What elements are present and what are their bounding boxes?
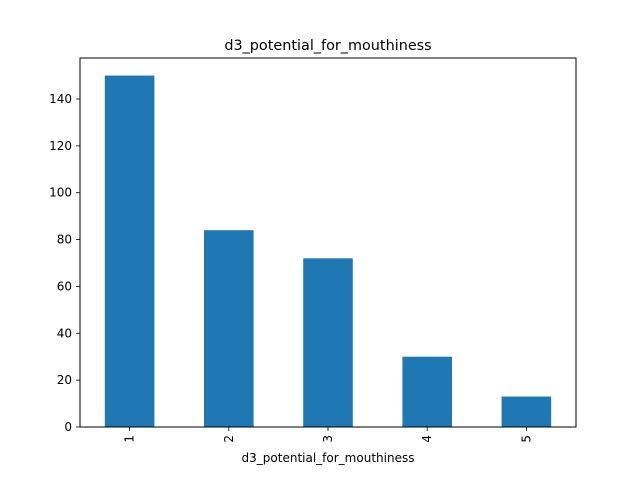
y-tick-label: 120	[49, 139, 72, 153]
bars-group	[104, 75, 552, 427]
y-tick-label: 0	[64, 420, 72, 434]
y-axis-ticks: 0 20 40 60 80 100 120 140	[49, 92, 80, 434]
x-axis-label: d3_potential_for_mouthiness	[242, 451, 415, 465]
bar-5	[501, 396, 552, 427]
y-tick-label: 20	[57, 373, 72, 387]
y-tick-label: 60	[57, 279, 72, 293]
bar-1	[104, 75, 155, 427]
y-tick-label: 140	[49, 92, 72, 106]
x-axis-ticks: 1 2 3 4 5	[123, 427, 533, 443]
y-tick-label: 40	[57, 326, 72, 340]
chart-title: d3_potential_for_mouthiness	[224, 38, 431, 54]
x-tick-label: 1	[123, 435, 137, 443]
plot-frame	[79, 57, 577, 428]
x-tick-label: 5	[519, 435, 533, 443]
bar-3	[303, 258, 353, 427]
y-tick-label: 80	[57, 233, 72, 247]
x-tick-label: 4	[420, 435, 434, 443]
bar-2	[204, 230, 254, 427]
x-tick-label: 3	[321, 435, 335, 443]
y-tick-label: 100	[49, 186, 72, 200]
bar-4	[402, 356, 452, 427]
x-tick-label: 2	[222, 435, 236, 443]
